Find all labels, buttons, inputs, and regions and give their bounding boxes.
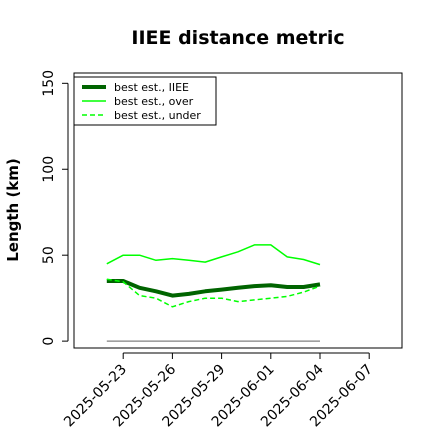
x-axis: 2025-05-232025-05-262025-05-292025-06-01… <box>61 352 376 430</box>
y-tick-label: 100 <box>41 156 57 183</box>
y-tick-label: 50 <box>41 246 57 264</box>
plot-frame <box>73 72 403 349</box>
y-axis: 0 50 100 150 <box>41 70 69 346</box>
legend-label-2: best est., under <box>114 109 201 122</box>
y-tick-label: 150 <box>41 70 57 97</box>
legend-label-0: best est., IIEE <box>114 81 189 94</box>
series-line-0 <box>106 279 321 298</box>
chart-title: IIEE distance metric <box>131 27 344 49</box>
series-line-2 <box>106 278 321 308</box>
y-tick-label: 0 <box>41 337 57 346</box>
series-line-1 <box>106 244 321 266</box>
legend-label-1: best est., over <box>114 95 194 108</box>
y-axis-label: Length (km) <box>4 158 22 262</box>
plot-marks <box>106 244 321 342</box>
